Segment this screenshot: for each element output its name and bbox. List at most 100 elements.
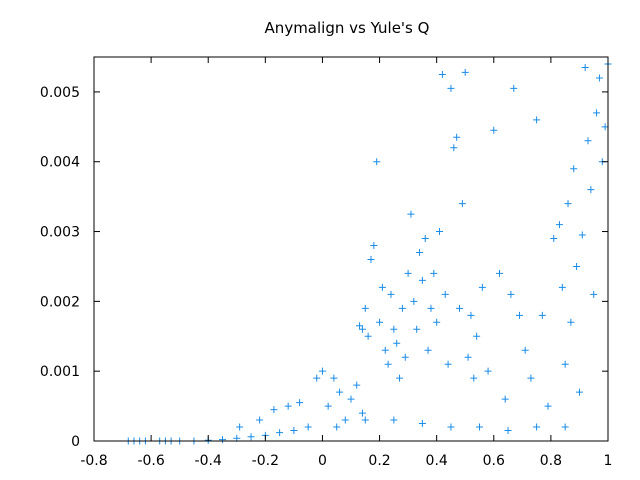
x-tick-label: -0.2 bbox=[252, 453, 279, 469]
data-point bbox=[364, 332, 372, 340]
data-point bbox=[418, 420, 426, 428]
data-point bbox=[593, 109, 601, 117]
x-tick-label: 0.2 bbox=[368, 453, 390, 469]
data-points bbox=[124, 60, 612, 445]
data-point bbox=[376, 318, 384, 326]
x-axis: -0.8 -0.6 -0.4 -0.2 0 0.2 0.4 0.6 0.8 1 bbox=[80, 57, 612, 469]
data-point bbox=[538, 311, 546, 319]
data-point bbox=[510, 84, 518, 92]
y-tick-label: 0.002 bbox=[40, 294, 80, 310]
data-point bbox=[504, 427, 512, 435]
x-tick-label: 0.6 bbox=[483, 453, 505, 469]
data-point bbox=[467, 311, 475, 319]
data-point bbox=[401, 353, 409, 361]
data-point bbox=[276, 429, 284, 437]
data-point bbox=[318, 367, 326, 375]
data-point bbox=[447, 423, 455, 431]
data-point bbox=[495, 269, 503, 277]
data-point bbox=[461, 68, 469, 76]
data-point bbox=[453, 133, 461, 141]
data-point bbox=[387, 290, 395, 298]
data-point bbox=[601, 123, 609, 131]
data-point bbox=[356, 322, 364, 330]
data-point bbox=[393, 339, 401, 347]
y-tick-label: 0 bbox=[71, 434, 80, 450]
data-point bbox=[358, 409, 366, 417]
data-point bbox=[473, 332, 481, 340]
data-point bbox=[390, 416, 398, 424]
data-point bbox=[476, 423, 483, 431]
data-point bbox=[550, 235, 558, 243]
data-point bbox=[219, 436, 226, 444]
data-point bbox=[507, 290, 515, 298]
data-point bbox=[444, 360, 452, 368]
x-tick-label: -0.4 bbox=[195, 453, 222, 469]
data-point bbox=[367, 255, 375, 263]
data-point bbox=[378, 283, 386, 291]
data-point bbox=[430, 269, 438, 277]
data-point bbox=[570, 165, 578, 173]
data-point bbox=[341, 416, 349, 424]
data-point bbox=[284, 402, 292, 410]
data-point bbox=[290, 427, 298, 435]
data-point bbox=[515, 311, 523, 319]
data-point bbox=[424, 346, 432, 354]
data-point bbox=[347, 395, 355, 403]
data-point bbox=[544, 402, 552, 410]
data-point bbox=[561, 360, 569, 368]
data-point bbox=[501, 395, 509, 403]
data-point bbox=[384, 360, 392, 368]
data-point bbox=[527, 374, 535, 382]
data-point bbox=[558, 283, 566, 291]
data-point bbox=[587, 186, 595, 194]
data-point bbox=[581, 63, 589, 71]
data-point bbox=[590, 290, 598, 298]
data-point bbox=[336, 388, 344, 396]
y-axis: 0 0.001 0.002 0.003 0.004 0.005 bbox=[40, 85, 608, 450]
data-point bbox=[396, 374, 404, 382]
x-tick-label: 0.8 bbox=[540, 453, 562, 469]
y-tick-label: 0.003 bbox=[40, 225, 80, 241]
data-point bbox=[330, 374, 338, 382]
data-point bbox=[470, 374, 478, 382]
data-point bbox=[427, 304, 435, 312]
data-point bbox=[256, 416, 264, 424]
data-point bbox=[450, 144, 458, 152]
data-point bbox=[436, 228, 444, 236]
data-point bbox=[578, 231, 586, 239]
data-point bbox=[567, 318, 575, 326]
data-point bbox=[353, 381, 361, 389]
data-point bbox=[410, 297, 418, 305]
x-tick-label: 0.4 bbox=[426, 453, 448, 469]
data-point bbox=[561, 423, 569, 431]
y-tick-label: 0.004 bbox=[40, 155, 80, 171]
data-point bbox=[390, 325, 398, 333]
data-point bbox=[478, 283, 486, 291]
data-point bbox=[533, 423, 541, 431]
data-point bbox=[490, 126, 498, 134]
data-point bbox=[573, 262, 581, 270]
plot-frame bbox=[93, 56, 609, 442]
data-point bbox=[564, 200, 572, 208]
data-point bbox=[404, 269, 412, 277]
data-point bbox=[361, 304, 369, 312]
data-point bbox=[324, 402, 332, 410]
data-point bbox=[381, 346, 389, 354]
y-tick-label: 0.005 bbox=[40, 85, 80, 101]
data-point bbox=[296, 399, 304, 407]
data-point bbox=[521, 346, 529, 354]
data-point bbox=[270, 406, 278, 414]
x-tick-label: -0.8 bbox=[80, 453, 107, 469]
data-point bbox=[304, 423, 312, 431]
data-point bbox=[584, 137, 592, 145]
x-tick-label: -0.6 bbox=[137, 453, 164, 469]
y-tick-label: 0.001 bbox=[40, 364, 80, 380]
data-point bbox=[447, 84, 455, 92]
data-point bbox=[441, 290, 449, 298]
data-point bbox=[398, 304, 406, 312]
data-point bbox=[413, 325, 421, 333]
data-point bbox=[418, 276, 426, 284]
chart-title: Anymalign vs Yule's Q bbox=[265, 19, 430, 37]
data-point bbox=[433, 318, 441, 326]
